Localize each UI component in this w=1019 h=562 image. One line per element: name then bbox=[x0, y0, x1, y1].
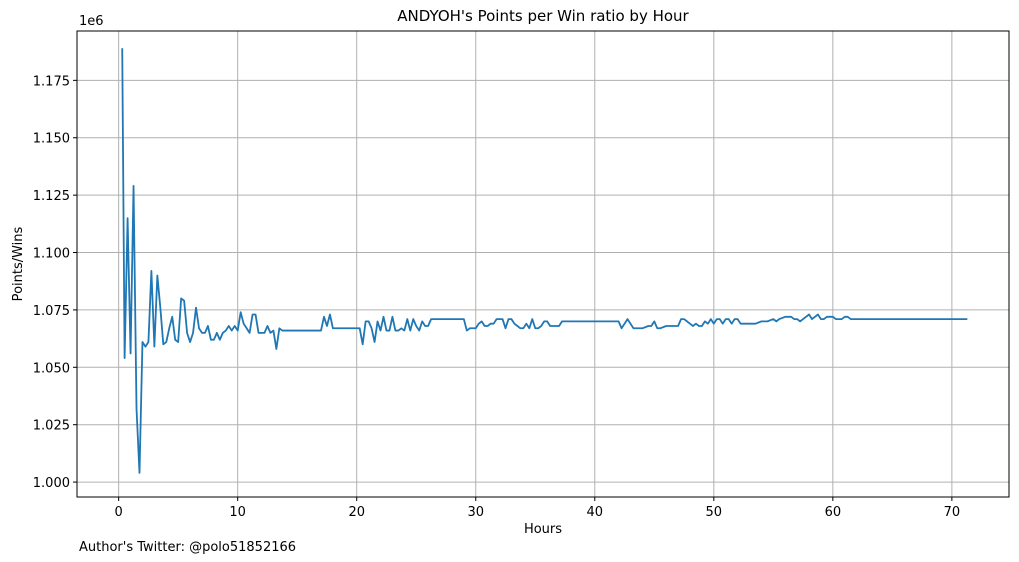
x-tick-label: 60 bbox=[825, 505, 842, 520]
y-tick-label: 1.075 bbox=[33, 304, 70, 319]
x-tick-label: 0 bbox=[115, 505, 123, 520]
series-line-0 bbox=[121, 48, 968, 474]
y-tick-label: 1.025 bbox=[33, 419, 70, 434]
y-tick-label: 1.100 bbox=[33, 247, 70, 262]
y-axis-ticks: 1.000 1.025 1.050 1.075 1.100 1.125 1.150 1.175 bbox=[33, 74, 77, 491]
plot-area-frame bbox=[76, 30, 1010, 498]
series-line-group bbox=[121, 48, 968, 474]
x-tick-label: 10 bbox=[229, 505, 246, 520]
y-axis-label: Points/Wins bbox=[11, 226, 26, 301]
author-footer: Author's Twitter: @polo51852166 bbox=[79, 540, 296, 555]
x-axis-ticks: 0 10 20 30 40 50 60 70 bbox=[115, 497, 961, 520]
y-tick-label: 1.125 bbox=[33, 189, 70, 204]
x-tick-label: 30 bbox=[467, 505, 484, 520]
y-tick-label: 1.050 bbox=[33, 361, 70, 376]
x-tick-label: 70 bbox=[944, 505, 961, 520]
grid bbox=[77, 31, 1009, 497]
x-tick-label: 50 bbox=[706, 505, 723, 520]
y-axis-offset-text: 1e6 bbox=[79, 14, 104, 29]
x-axis-label: Hours bbox=[524, 522, 562, 537]
chart-title: ANDYOH's Points per Win ratio by Hour bbox=[397, 7, 689, 25]
y-tick-label: 1.150 bbox=[33, 132, 70, 147]
x-tick-label: 40 bbox=[587, 505, 604, 520]
x-tick-label: 20 bbox=[348, 505, 365, 520]
y-tick-label: 1.000 bbox=[33, 476, 70, 491]
y-tick-label: 1.175 bbox=[33, 74, 70, 89]
